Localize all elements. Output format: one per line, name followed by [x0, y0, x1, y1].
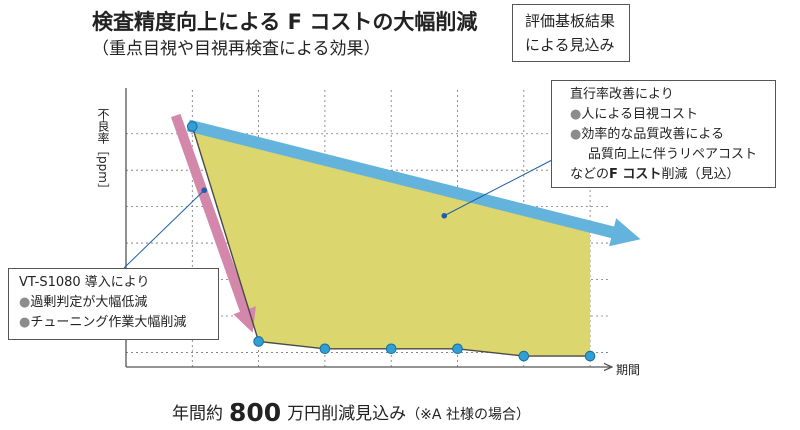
data-point-3 [385, 343, 397, 355]
badge-line-2: による見込み [525, 36, 615, 54]
callout-left-bullet-2: ●チューニング作業大幅削減 [19, 315, 187, 330]
bullet-icon: ● [19, 295, 31, 310]
data-point-2 [319, 343, 331, 355]
x-axis-label: 期間 [616, 363, 641, 377]
chart-subtitle: （重点目視や目視再検査による効果） [92, 39, 381, 59]
callout-right-line-4: などのF コスト削減（見込） [570, 167, 740, 182]
bullet-icon: ● [570, 127, 582, 142]
target-trend-arrow [186, 119, 641, 247]
data-point-4 [452, 343, 463, 355]
footer-note: （※A 社様の場合） [406, 407, 530, 423]
defect-drop-arrow [171, 113, 256, 333]
callout-left: VT-S1080 導入により ●過剰判定が大幅低減 ●チューニング作業大幅削減 [8, 268, 219, 340]
cost-reduction-area [192, 126, 591, 357]
data-point-0 [187, 121, 198, 132]
callout-right: 直行率改善により ●人による目視コスト ●効率的な品質改善による 品質向上に伴う… [551, 80, 776, 188]
evaluation-badge: 評価基板結果 による見込み [512, 4, 630, 62]
bullet-icon: ● [19, 315, 31, 330]
callout-right-leader [444, 159, 553, 217]
callout-left-line-1: VT-S1080 導入により [19, 275, 150, 290]
callout-right-line-1: 直行率改善により [570, 87, 674, 102]
callout-left-leader [123, 189, 205, 269]
callout-right-anchor [441, 212, 448, 219]
y-axis-label: 不良率［ppm］ [96, 108, 110, 195]
callout-right-bullet-2: ●効率的な品質改善による [570, 127, 724, 142]
bullet-icon: ● [570, 107, 582, 122]
data-points [187, 121, 596, 362]
callout-left-bullet-1: ●過剰判定が大幅低減 [19, 295, 148, 310]
chart-title: 検査精度向上による F コストの大幅削減 [92, 10, 478, 34]
savings-amount: 800 [229, 398, 282, 427]
data-point-6 [584, 350, 596, 362]
data-point-1 [253, 336, 264, 347]
badge-line-1: 評価基板結果 [525, 12, 616, 30]
callout-left-anchor [201, 187, 208, 194]
callout-right-bullet-1: ●人による目視コスト [570, 107, 698, 122]
footer-summary: 年間約 800 万円削減見込み（※A 社様の場合） [172, 398, 530, 427]
data-point-5 [518, 350, 530, 362]
callout-right-line-3: 品質向上に伴うリペアコスト [588, 147, 758, 162]
